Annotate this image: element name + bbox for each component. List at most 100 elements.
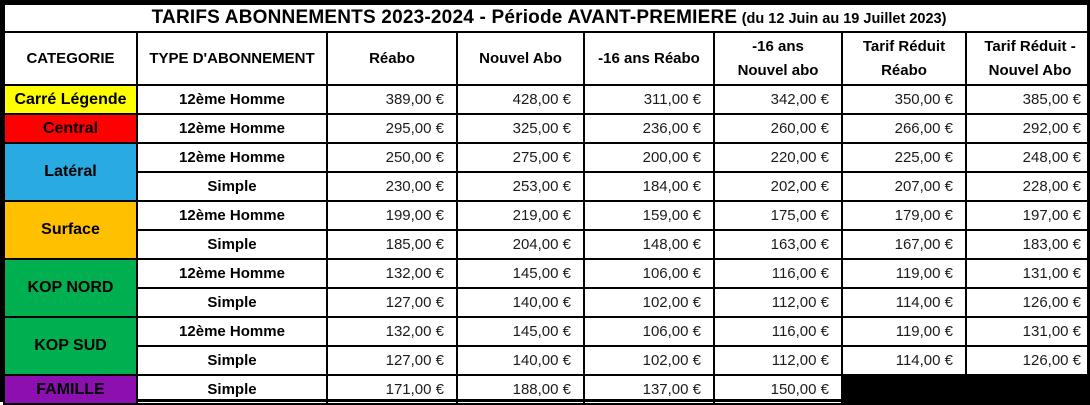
type-cell: 12ème Homme [136,84,328,115]
price-cell: 228,00 € [964,171,1090,202]
col-header-label: CATEGORIE [26,49,115,67]
type-cell: Simple [136,287,328,318]
price-cell: 199,00 € [326,200,458,231]
col-header-tarif-reduit-nouvel-abo: Tarif Réduit - Nouvel Abo [964,31,1090,86]
price-cell: 204,00 € [456,229,585,260]
col-header-categorie: CATEGORIE [3,31,138,86]
col-header-label: Nouvel abo [737,61,819,79]
tarifs-abonnements-table: TARIFS ABONNEMENTS 2023-2024 - Période A… [2,3,1090,405]
price-cell: 260,00 € [713,113,843,144]
price-cell: 225,00 € [841,142,967,173]
type-cell: Simple [136,171,328,202]
price-cell: 112,00 € [713,287,843,318]
price-cell: 126,00 € [964,287,1090,318]
price-cell: 131,00 € [964,258,1090,289]
price-cell: 248,00 € [964,142,1090,173]
price-cell: 197,00 € [964,200,1090,231]
col-header-nouvel-abo: Nouvel Abo [456,31,585,86]
col-header-label: Nouvel Abo [479,49,562,67]
table-title: TARIFS ABONNEMENTS 2023-2024 - Période A… [2,3,1090,33]
col-header-label: Nouvel Abo [988,61,1072,79]
price-cell: 295,00 € [326,113,458,144]
col-header-label: Tarif Réduit [862,38,946,56]
price-cell: 207,00 € [841,171,967,202]
price-cell: 200,00 € [583,142,715,173]
price-cell: 350,00 € [841,84,967,115]
category-cell-kop-nord: KOP NORD [3,258,138,318]
price-cell: 175,00 € [713,200,843,231]
col-header-type-abonnement: TYPE D'ABONNEMENT [136,31,328,86]
col-header-label: Tarif Réduit - [984,38,1076,56]
category-cell-kop-sud: KOP SUD [3,316,138,376]
price-cell: 127,00 € [326,345,458,376]
price-cell: 428,00 € [456,84,585,115]
price-cell: 112,00 € [713,345,843,376]
price-cell: 311,00 € [583,84,715,115]
price-cell: 132,00 € [326,316,458,347]
blackout-cell [841,374,967,405]
price-cell: 102,00 € [583,345,715,376]
price-cell: 148,00 € [583,229,715,260]
price-cell: 220,00 € [713,142,843,173]
price-cell: 140,00 € [456,345,585,376]
price-cell: 183,00 € [964,229,1090,260]
price-cell: 292,00 € [964,113,1090,144]
col-header-label: Réabo [369,49,415,67]
price-cell: 102,00 € [583,287,715,318]
type-cell: 12ème Homme [136,113,328,144]
col-header-label: TYPE D'ABONNEMENT [149,49,315,67]
price-cell: 171,00 € [326,374,458,405]
price-cell: 188,00 € [456,374,585,405]
price-cell: 114,00 € [841,345,967,376]
category-cell-central: Central [3,113,138,144]
price-cell: 116,00 € [713,316,843,347]
price-cell: 253,00 € [456,171,585,202]
col-header-label: -16 ans [752,38,804,56]
blackout-cell [964,374,1090,405]
price-cell: 150,00 € [713,374,843,405]
price-cell: 137,00 € [583,374,715,405]
category-cell-carre-legende: Carré Légende [3,84,138,115]
col-header-16ans-reabo: -16 ans Réabo [583,31,715,86]
type-cell: 12ème Homme [136,316,328,347]
type-cell: 12ème Homme [136,142,328,173]
price-cell: 126,00 € [964,345,1090,376]
col-header-tarif-reduit-reabo: Tarif Réduit Réabo [841,31,967,86]
price-cell: 119,00 € [841,258,967,289]
price-cell: 325,00 € [456,113,585,144]
col-header-reabo: Réabo [326,31,458,86]
category-cell-famille: FAMILLE [3,374,138,405]
price-cell: 342,00 € [713,84,843,115]
price-cell: 275,00 € [456,142,585,173]
price-cell: 159,00 € [583,200,715,231]
category-cell-surface: Surface [3,200,138,260]
price-cell: 114,00 € [841,287,967,318]
price-cell: 219,00 € [456,200,585,231]
price-cell: 140,00 € [456,287,585,318]
price-cell: 179,00 € [841,200,967,231]
price-cell: 106,00 € [583,258,715,289]
type-cell: Simple [136,345,328,376]
type-cell: 12ème Homme [136,200,328,231]
price-cell: 185,00 € [326,229,458,260]
price-cell: 127,00 € [326,287,458,318]
price-cell: 145,00 € [456,258,585,289]
col-header-label: -16 ans Réabo [598,49,700,67]
price-cell: 184,00 € [583,171,715,202]
category-cell-lateral: Latéral [3,142,138,202]
type-cell: Simple [136,229,328,260]
price-cell: 385,00 € [964,84,1090,115]
table-title-period: (du 12 Juin au 19 Juillet 2023) [741,11,947,27]
price-cell: 202,00 € [713,171,843,202]
price-cell: 236,00 € [583,113,715,144]
price-cell: 167,00 € [841,229,967,260]
price-cell: 132,00 € [326,258,458,289]
price-cell: 119,00 € [841,316,967,347]
price-cell: 163,00 € [713,229,843,260]
type-cell: Simple [136,374,328,405]
price-cell: 145,00 € [456,316,585,347]
price-cell: 266,00 € [841,113,967,144]
type-cell: 12ème Homme [136,258,328,289]
table-title-main: TARIFS ABONNEMENTS 2023-2024 - Période A… [151,7,738,28]
